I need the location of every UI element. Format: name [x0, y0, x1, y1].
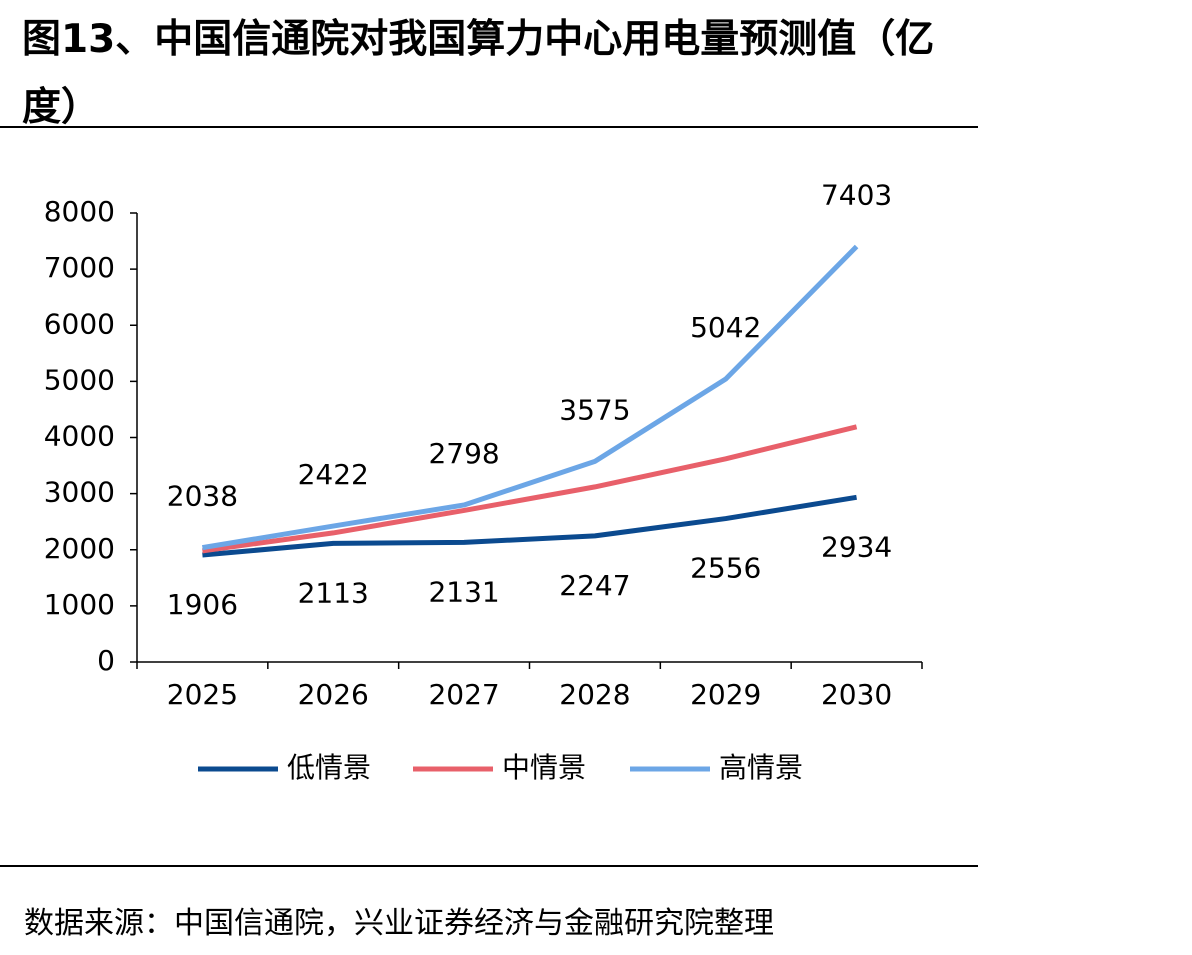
y-tick-label: 3000 [44, 476, 115, 509]
x-tick-label: 2030 [821, 678, 892, 711]
source-note: 数据来源：中国信通院，兴业证券经济与金融研究院整理 [24, 906, 774, 941]
y-tick-label: 4000 [44, 420, 115, 453]
y-tick-label: 1000 [44, 588, 115, 621]
x-tick-label: 2027 [428, 678, 499, 711]
legend-label: 低情景 [287, 751, 371, 784]
data-label: 2556 [690, 552, 761, 585]
legend-label: 高情景 [719, 751, 803, 784]
data-label: 2422 [298, 458, 369, 491]
x-tick-label: 2029 [690, 678, 761, 711]
y-tick-label: 8000 [44, 195, 115, 228]
data-label: 1906 [167, 588, 238, 621]
y-tick-label: 0 [97, 644, 115, 677]
data-label: 2131 [428, 575, 499, 608]
line-series [202, 424, 858, 554]
data-label: 7403 [821, 179, 892, 212]
data-label: 2798 [428, 437, 499, 470]
y-tick-label: 6000 [44, 307, 115, 340]
x-tick-label: 2028 [559, 678, 630, 711]
y-tick-label: 5000 [44, 363, 115, 396]
y-tick-label: 7000 [44, 251, 115, 284]
data-label: 5042 [690, 311, 761, 344]
data-label: 3575 [559, 393, 630, 426]
x-tick-label: 2026 [298, 678, 369, 711]
chart-title: 图13、中国信通院对我国算力中心用电量预测值（亿度） [22, 17, 935, 130]
data-label: 2934 [821, 530, 892, 563]
legend-label: 中情景 [502, 751, 586, 784]
data-label: 2113 [298, 576, 369, 609]
x-tick-label: 2025 [167, 678, 238, 711]
data-label: 2247 [559, 569, 630, 602]
line-series [202, 494, 857, 558]
line-series [202, 244, 859, 551]
y-tick-label: 2000 [44, 532, 115, 565]
data-label: 2038 [167, 480, 238, 513]
